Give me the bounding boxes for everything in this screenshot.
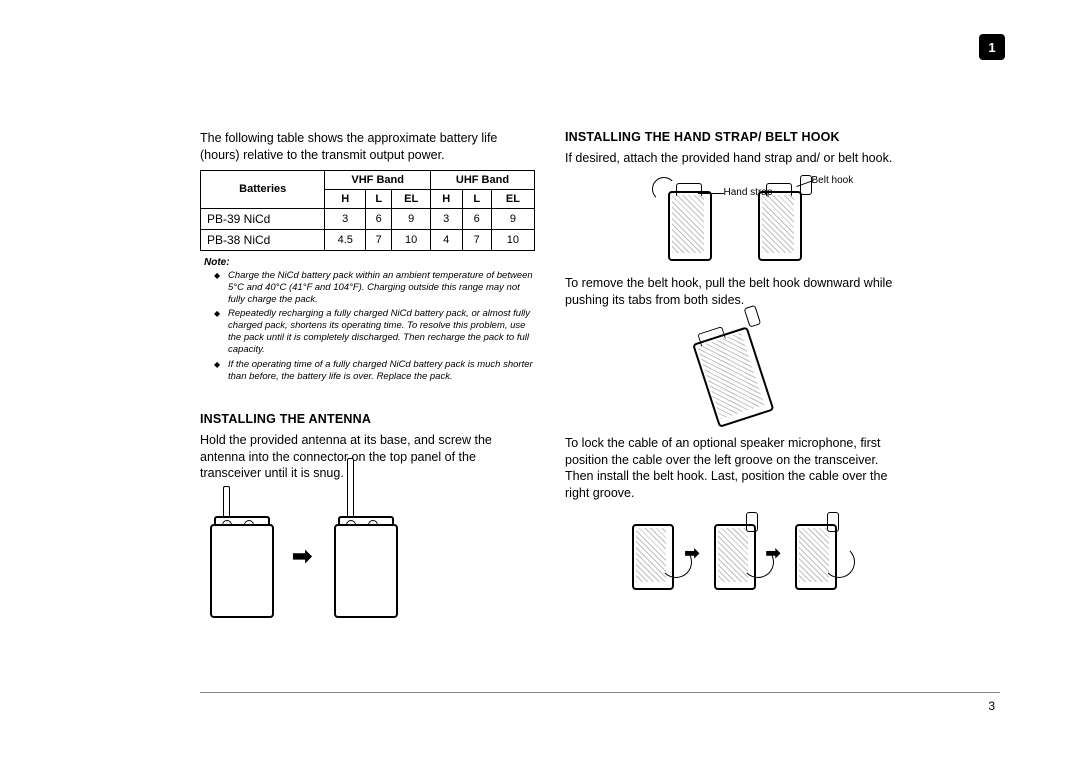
strap-diagram: Hand strap Belt hook [565, 181, 900, 261]
cable-step2-icon [706, 516, 760, 590]
remove-belt-diagram [565, 323, 900, 423]
cell: 4 [430, 229, 462, 250]
belt-hook-remove-icon [679, 313, 786, 433]
cell: 9 [392, 208, 431, 229]
cell: 3 [430, 208, 462, 229]
strap-heading: INSTALLING THE HAND STRAP/ BELT HOOK [565, 130, 900, 144]
th-batteries: Batteries [201, 170, 325, 208]
belt-hook-label: Belt hook [812, 175, 854, 186]
transceiver-before-icon [200, 496, 280, 616]
th-vhf-l: L [366, 189, 392, 208]
th-vhf-h: H [325, 189, 366, 208]
table-row: PB-38 NiCd 4.5 7 10 4 7 10 [201, 229, 535, 250]
remove-belt-hook-text: To remove the belt hook, pull the belt h… [565, 275, 900, 309]
th-vhf-el: EL [392, 189, 431, 208]
cell-battery-name: PB-39 NiCd [201, 208, 325, 229]
cell: 7 [462, 229, 491, 250]
battery-life-table: Batteries VHF Band UHF Band H L EL H L E… [200, 170, 535, 251]
cell: 10 [491, 229, 534, 250]
belt-hook-icon [748, 181, 808, 261]
cell: 9 [491, 208, 534, 229]
transceiver-after-icon [324, 496, 404, 616]
cell: 3 [325, 208, 366, 229]
th-vhf: VHF Band [325, 170, 431, 189]
th-uhf: UHF Band [430, 170, 534, 189]
antenna-diagram: ➡ [200, 496, 535, 616]
strap-text: If desired, attach the provided hand str… [565, 150, 900, 167]
battery-intro-text: The following table shows the approximat… [200, 130, 535, 164]
manual-page: The following table shows the approximat… [200, 130, 900, 700]
cell: 6 [462, 208, 491, 229]
note-item: Charge the NiCd battery pack within an a… [218, 270, 535, 306]
cell: 4.5 [325, 229, 366, 250]
footer-divider [200, 692, 1000, 693]
right-column: INSTALLING THE HAND STRAP/ BELT HOOK If … [565, 130, 900, 700]
cell: 10 [392, 229, 431, 250]
cell-battery-name: PB-38 NiCd [201, 229, 325, 250]
section-tab-badge: 1 [979, 34, 1005, 60]
cable-step3-icon [787, 516, 841, 590]
cell: 6 [366, 208, 392, 229]
cable-lock-diagram: ➡ ➡ [565, 516, 900, 590]
th-uhf-el: EL [491, 189, 534, 208]
table-row: PB-39 NiCd 3 6 9 3 6 9 [201, 208, 535, 229]
antenna-text: Hold the provided antenna at its base, a… [200, 432, 535, 483]
th-uhf-h: H [430, 189, 462, 208]
section-tab-number: 1 [988, 40, 995, 55]
th-uhf-l: L [462, 189, 491, 208]
note-list: Charge the NiCd battery pack within an a… [204, 270, 535, 386]
cell: 7 [366, 229, 392, 250]
cable-step1-icon [624, 516, 678, 590]
note-item: Repeatedly recharging a fully charged Ni… [218, 308, 535, 356]
note-label: Note: [204, 257, 535, 268]
cable-lock-text: To lock the cable of an optional speaker… [565, 435, 900, 503]
antenna-heading: INSTALLING THE ANTENNA [200, 412, 535, 426]
arrow-right-icon: ➡ [292, 542, 312, 571]
left-column: The following table shows the approximat… [200, 130, 535, 700]
note-item: If the operating time of a fully charged… [218, 359, 535, 383]
page-number: 3 [988, 699, 995, 713]
